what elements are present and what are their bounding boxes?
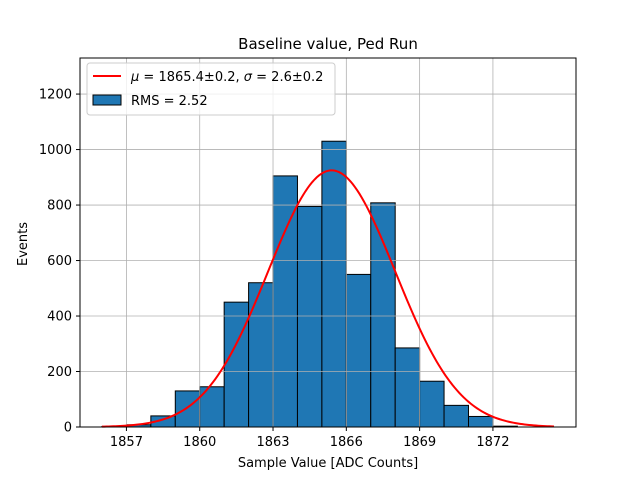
x-axis-label: Sample Value [ADC Counts] [238, 456, 418, 471]
y-tick-label: 1000 [39, 143, 72, 158]
x-tick-label: 1872 [476, 435, 509, 450]
histogram-bar [419, 380, 445, 428]
legend-box [86, 62, 336, 116]
legend-histogram-swatch [92, 94, 122, 106]
histogram-bar [370, 202, 396, 428]
x-axis-ticks: 1857 1860 1863 1866 1869 1872 [110, 427, 509, 450]
histogram-bar [174, 390, 201, 428]
histogram-bar [248, 282, 274, 428]
legend-sigma-symbol: σ [244, 70, 253, 85]
legend-histogram-label: RMS = 2.52 [131, 94, 208, 109]
legend-sigma-value: = 2.6±0.2 [252, 70, 323, 85]
legend-mu-value: = 1865.4±0.2, [139, 70, 243, 85]
legend-mu-symbol: μ [130, 70, 139, 85]
legend: μ = 1865.4±0.2, σ = 2.6±0.2 RMS = 2.52 [86, 62, 336, 116]
histogram-bar [345, 273, 372, 428]
histogram-bar [321, 140, 347, 428]
histogram-bar [272, 175, 298, 428]
legend-fit-label: μ = 1865.4±0.2, σ = 2.6±0.2 [130, 70, 323, 85]
y-tick-label: 200 [47, 365, 72, 380]
histogram-bar [223, 301, 250, 428]
histogram-bar [467, 415, 494, 428]
x-tick-label: 1866 [330, 435, 363, 450]
x-tick-label: 1869 [403, 435, 436, 450]
y-tick-label: 0 [64, 421, 72, 436]
chart-title: Baseline value, Ped Run [238, 35, 418, 53]
y-tick-label: 1200 [39, 88, 72, 103]
histogram-bar [296, 205, 323, 428]
x-tick-label: 1857 [110, 435, 143, 450]
x-tick-label: 1863 [256, 435, 289, 450]
y-tick-label: 800 [47, 199, 72, 214]
plot-frame [79, 57, 577, 428]
x-tick-label: 1860 [183, 435, 216, 450]
histogram-bar [443, 404, 469, 428]
y-axis-label: Events [16, 222, 31, 266]
y-axis-ticks: 0 200 400 600 800 1000 1200 [39, 88, 80, 436]
y-tick-label: 400 [47, 310, 72, 325]
histogram-bar [394, 347, 421, 428]
y-tick-label: 600 [47, 254, 72, 269]
gaussian-fit-curve [101, 169, 555, 428]
